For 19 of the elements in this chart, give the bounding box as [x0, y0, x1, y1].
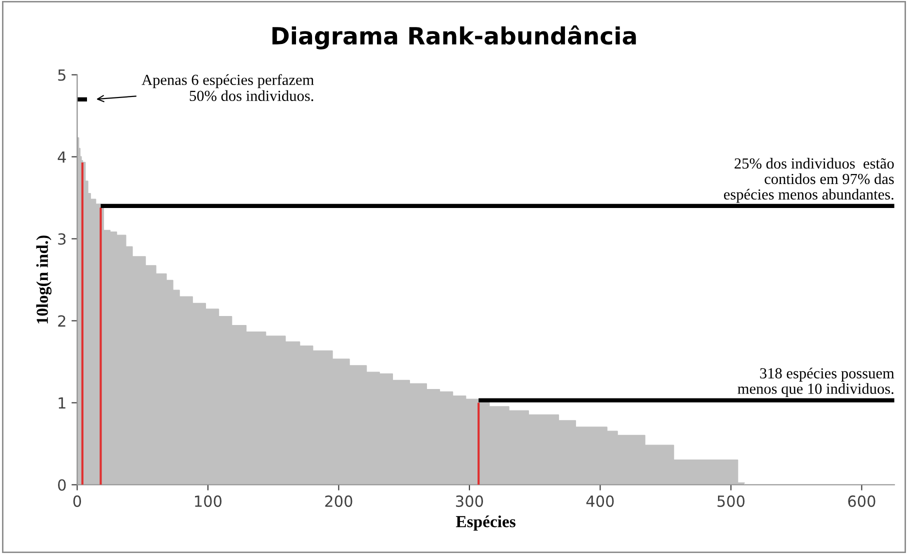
y-tick-label: 5: [58, 69, 66, 81]
y-tick-label: 3: [58, 233, 66, 245]
ref-line-label: 25% dos individuos estão contidos em 97% das espécies menos abundantes.: [724, 158, 894, 203]
y-axis-title: 10log(n ind.): [36, 236, 52, 324]
annotation: Apenas 6 espécies perfazem 50% dos individuos.: [142, 74, 314, 102]
y-tick-label: 0: [58, 479, 66, 491]
x-tick-label: 600: [848, 495, 876, 507]
x-tick-label: 400: [586, 495, 614, 507]
x-tick-label: 200: [325, 495, 352, 507]
x-tick-label: 500: [718, 495, 745, 507]
chart-title: Diagrama Rank-abundância: [272, 25, 636, 50]
x-tick-label: 0: [73, 495, 82, 507]
x-tick-label: 100: [195, 495, 222, 507]
y-tick-label: 2: [58, 315, 66, 327]
y-tick-label: 4: [58, 151, 66, 163]
y-tick-label: 1: [58, 397, 66, 409]
x-tick-label: 300: [456, 495, 483, 507]
ref-line-label: 318 espécies possuem menos que 10 individuos.: [738, 368, 894, 398]
x-axis-title: Espécies: [456, 516, 516, 531]
